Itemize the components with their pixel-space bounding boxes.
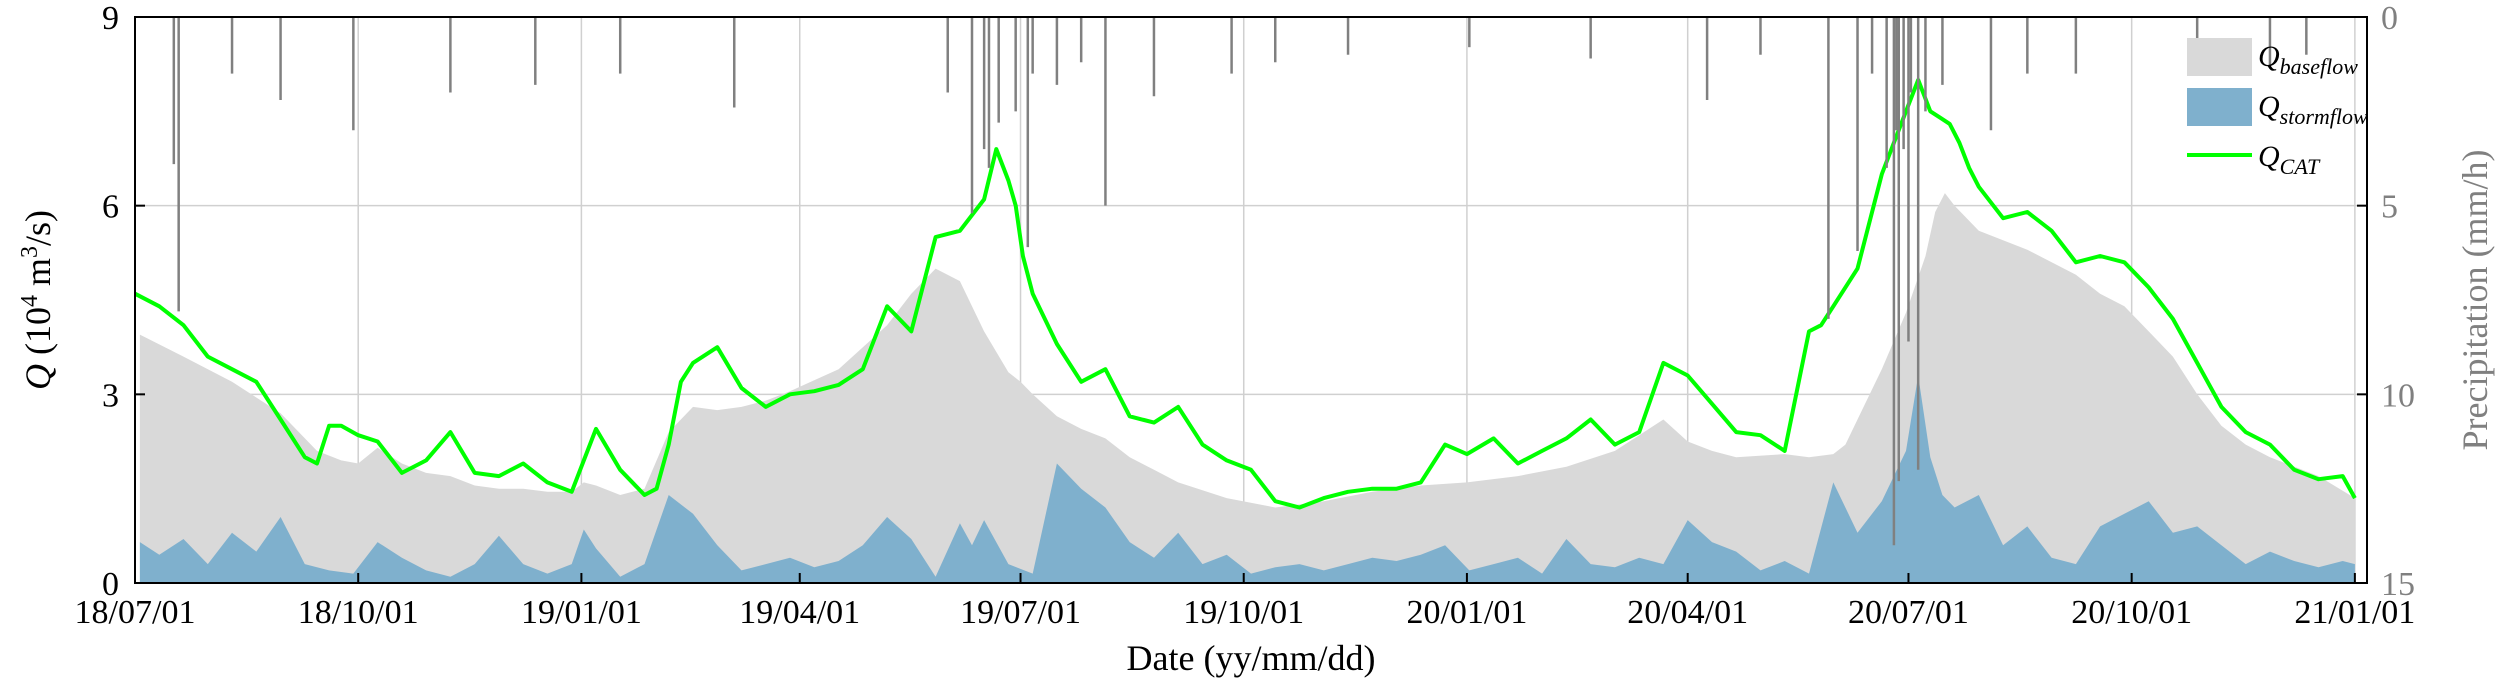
- y-left-tick-label-0: 0: [102, 566, 119, 603]
- y-left-exp2: 3: [17, 246, 43, 258]
- plot-frame: [134, 16, 2368, 584]
- y-left-exp: 4: [17, 295, 43, 307]
- y-left-tick-label-2: 6: [102, 189, 119, 226]
- x-tick-label-0: 18/07/01: [75, 594, 196, 631]
- baseflow-area-layer: [139, 193, 2355, 583]
- cat-line-layer: [135, 77, 2357, 510]
- y-left-symbol: Q: [18, 364, 58, 390]
- y-left-tick-label-1: 3: [102, 377, 119, 414]
- stormflow-area-layer: [139, 375, 2355, 583]
- y-left-text2: m: [18, 258, 58, 295]
- y-left-text: (10: [18, 307, 58, 364]
- legend-label-stormflow: Qstormflow: [2258, 90, 2368, 129]
- y-axis-left-title: Q (104 m3/s): [17, 210, 58, 390]
- series-area-baseflow: [139, 193, 2355, 583]
- x-tick-label-5: 19/10/01: [1183, 594, 1304, 631]
- y-axis-right-title: Precipitation (mm/h): [2455, 150, 2495, 451]
- y-right-tick-label-0: 0: [2381, 0, 2398, 37]
- y-left-tick-label-3: 9: [102, 0, 119, 37]
- x-tick-label-6: 20/01/01: [1406, 594, 1527, 631]
- x-tick-label-1: 18/10/01: [298, 594, 419, 631]
- right-axis-ticks: 0 5 10 15: [2357, 0, 2415, 603]
- x-tick-label-9: 20/10/01: [2071, 594, 2192, 631]
- x-tick-label-10: 21/01/01: [2294, 594, 2415, 631]
- x-tick-label-7: 20/04/01: [1627, 594, 1748, 631]
- x-tick-label-4: 19/07/01: [960, 594, 1081, 631]
- y-right-tick-label-3: 15: [2381, 566, 2415, 603]
- precipitation-bars-layer: [172, 17, 2308, 546]
- y-right-tick-label-2: 10: [2381, 377, 2415, 414]
- x-axis-ticks: 18/07/01 18/10/01 19/01/01 19/04/01 19/07/01…: [75, 573, 2415, 631]
- x-tick-label-3: 19/04/01: [739, 594, 860, 631]
- series-area-stormflow: [139, 375, 2355, 583]
- series-line-cat: [135, 77, 2357, 510]
- legend-label-cat: QCAT: [2258, 140, 2321, 179]
- legend-swatch-baseflow: [2187, 38, 2252, 76]
- y-left-text3: /s): [18, 210, 58, 246]
- legend-label-baseflow: Qbaseflow: [2258, 40, 2358, 79]
- x-tick-label-2: 19/01/01: [521, 594, 642, 631]
- y-right-tick-label-1: 5: [2381, 189, 2398, 226]
- left-axis-ticks: 0 3 6 9: [102, 0, 145, 603]
- legend-swatch-stormflow: [2187, 88, 2252, 126]
- x-tick-label-8: 20/07/01: [1848, 594, 1969, 631]
- legend: Qbaseflow Qstormflow QCAT: [2187, 38, 2368, 179]
- x-axis-title: Date (yy/mm/dd): [1127, 638, 1376, 678]
